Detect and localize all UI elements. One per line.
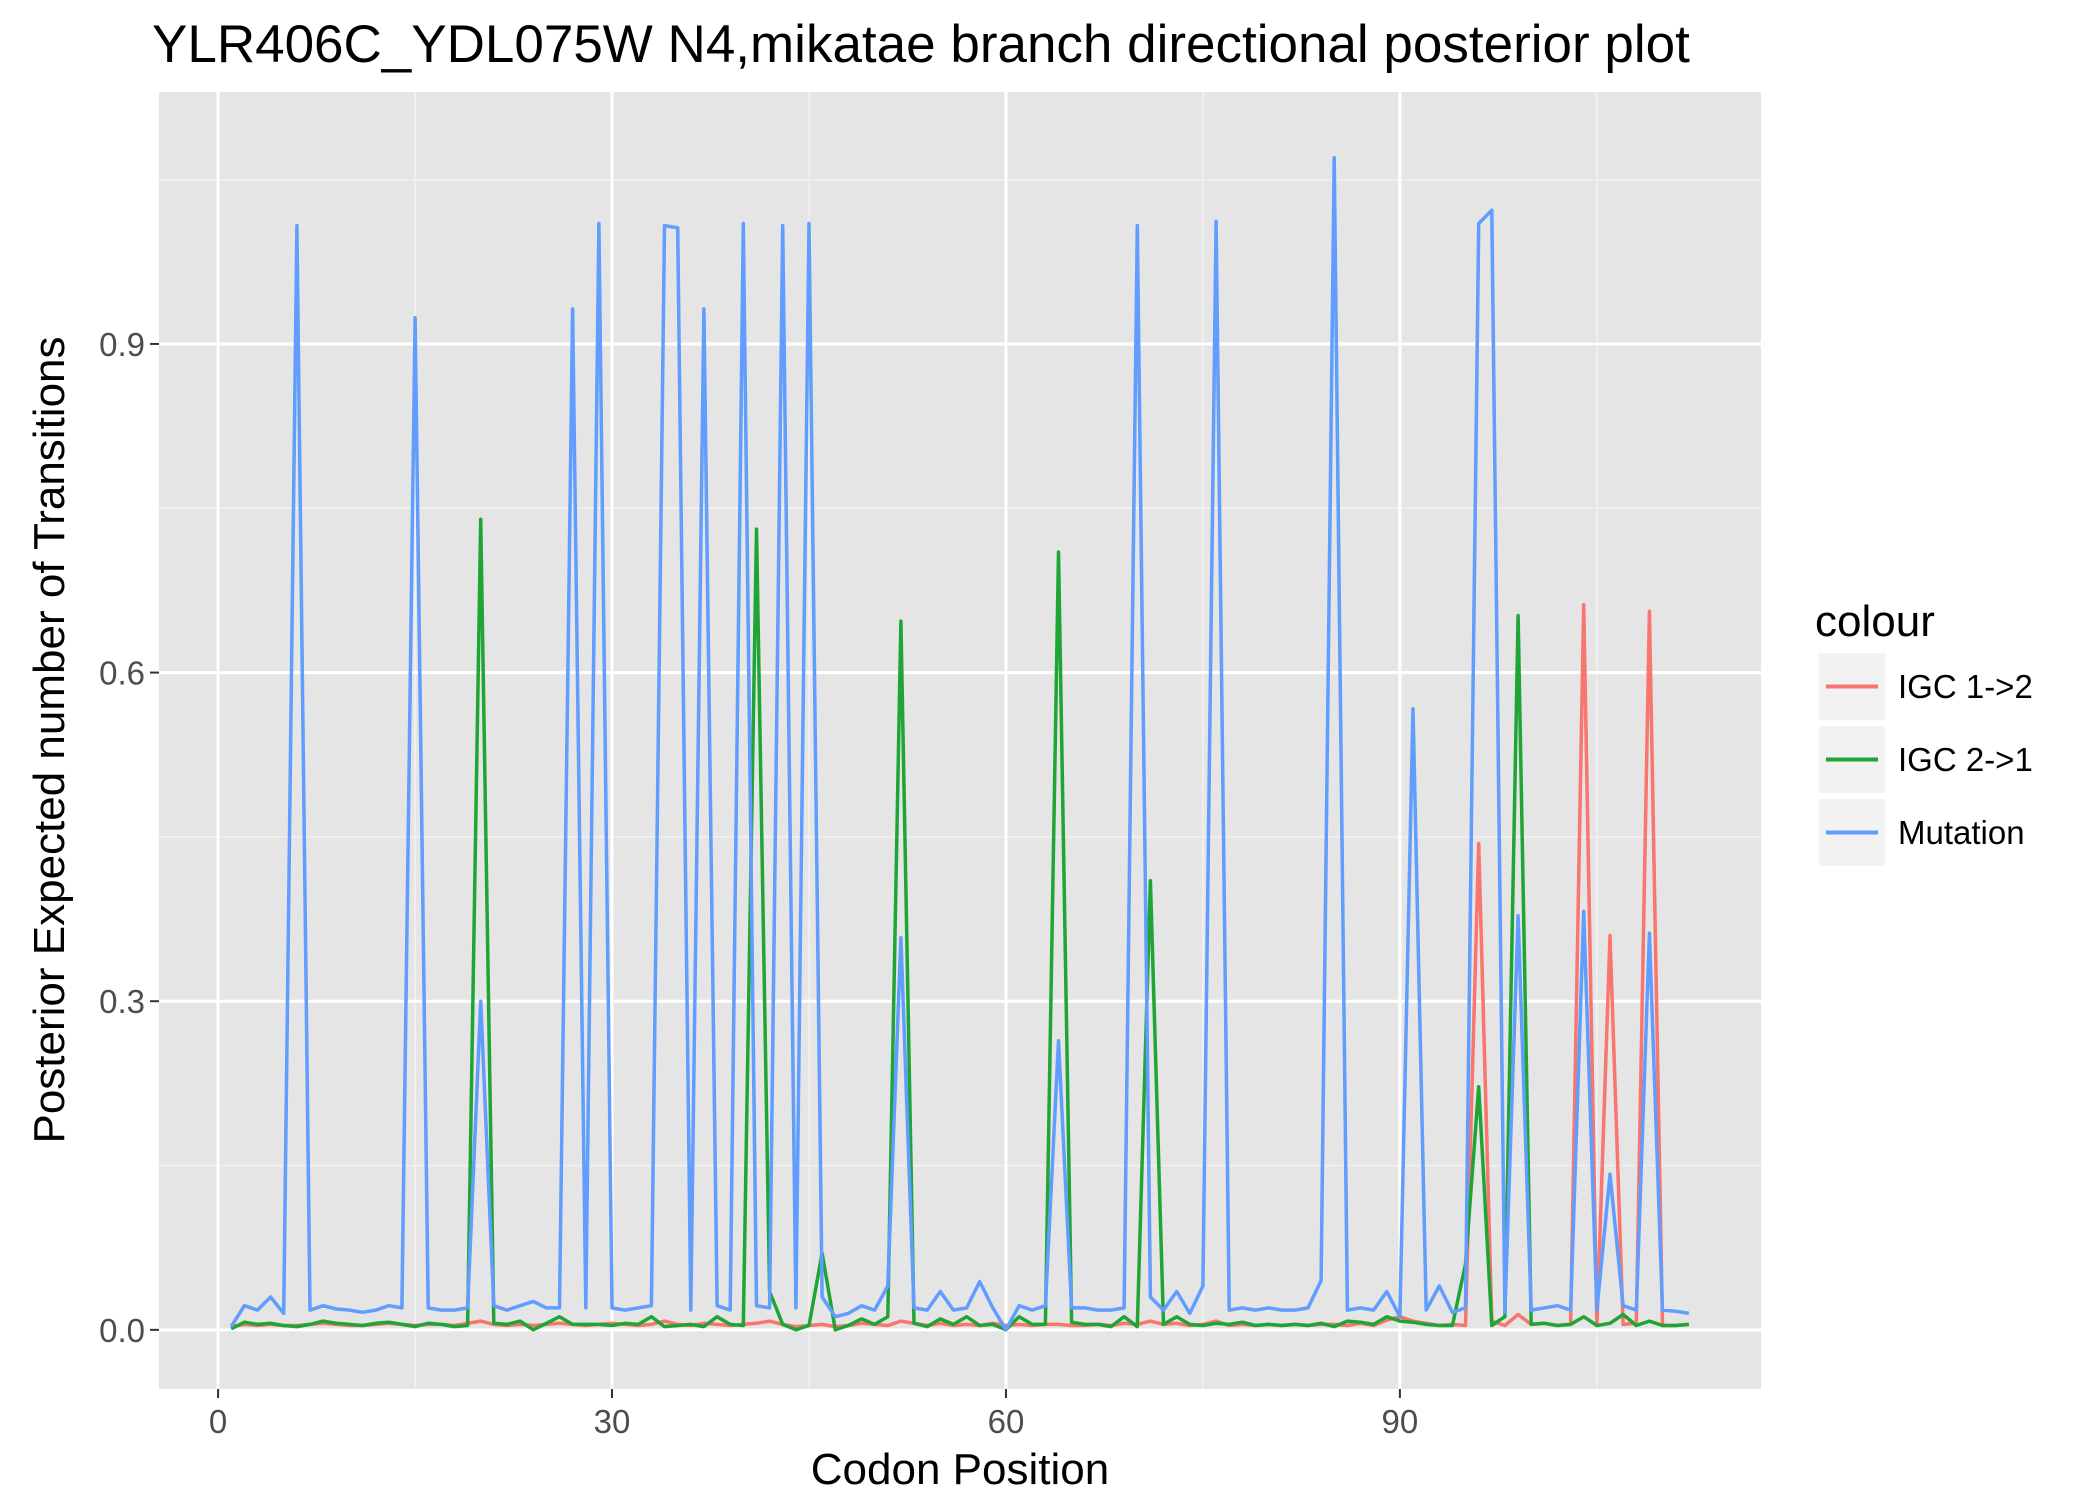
legend-label-igc-1-2: IGC 1->2 [1898,668,2033,705]
y-tick-label: 0.3 [99,983,145,1020]
x-tick-label: 0 [209,1403,227,1440]
legend-title: colour [1815,597,1935,646]
y-tick-label: 0.9 [99,326,145,363]
series-line-igc-2-1 [230,517,1689,1332]
series-lines [229,155,1690,1332]
x-tick-label: 90 [1382,1403,1419,1440]
x-axis: 0 30 60 90 [209,1389,1418,1440]
y-tick-label: 0.6 [99,655,145,692]
legend-label-igc-2-1: IGC 2->1 [1898,741,2033,778]
x-tick-label: 60 [988,1403,1025,1440]
y-tick-label: 0.0 [99,1312,145,1349]
legend-item-igc-1-2: IGC 1->2 [1819,653,2033,720]
series-line-mutation [229,155,1690,1332]
legend-item-igc-2-1: IGC 2->1 [1819,726,2033,793]
legend-item-mutation: Mutation [1819,799,2025,866]
y-axis-title: Posterior Expected number of Transitions [25,336,74,1143]
y-axis: 0.0 0.3 0.6 0.9 [99,326,159,1349]
x-tick-label: 30 [594,1403,631,1440]
legend: colour IGC 1->2 IGC 2->1 Mutation [1815,597,2033,866]
chart-title: YLR406C_YDL075W N4,mikatae branch direct… [152,15,1690,74]
legend-label-mutation: Mutation [1898,814,2025,851]
x-axis-title: Codon Position [811,1445,1109,1494]
